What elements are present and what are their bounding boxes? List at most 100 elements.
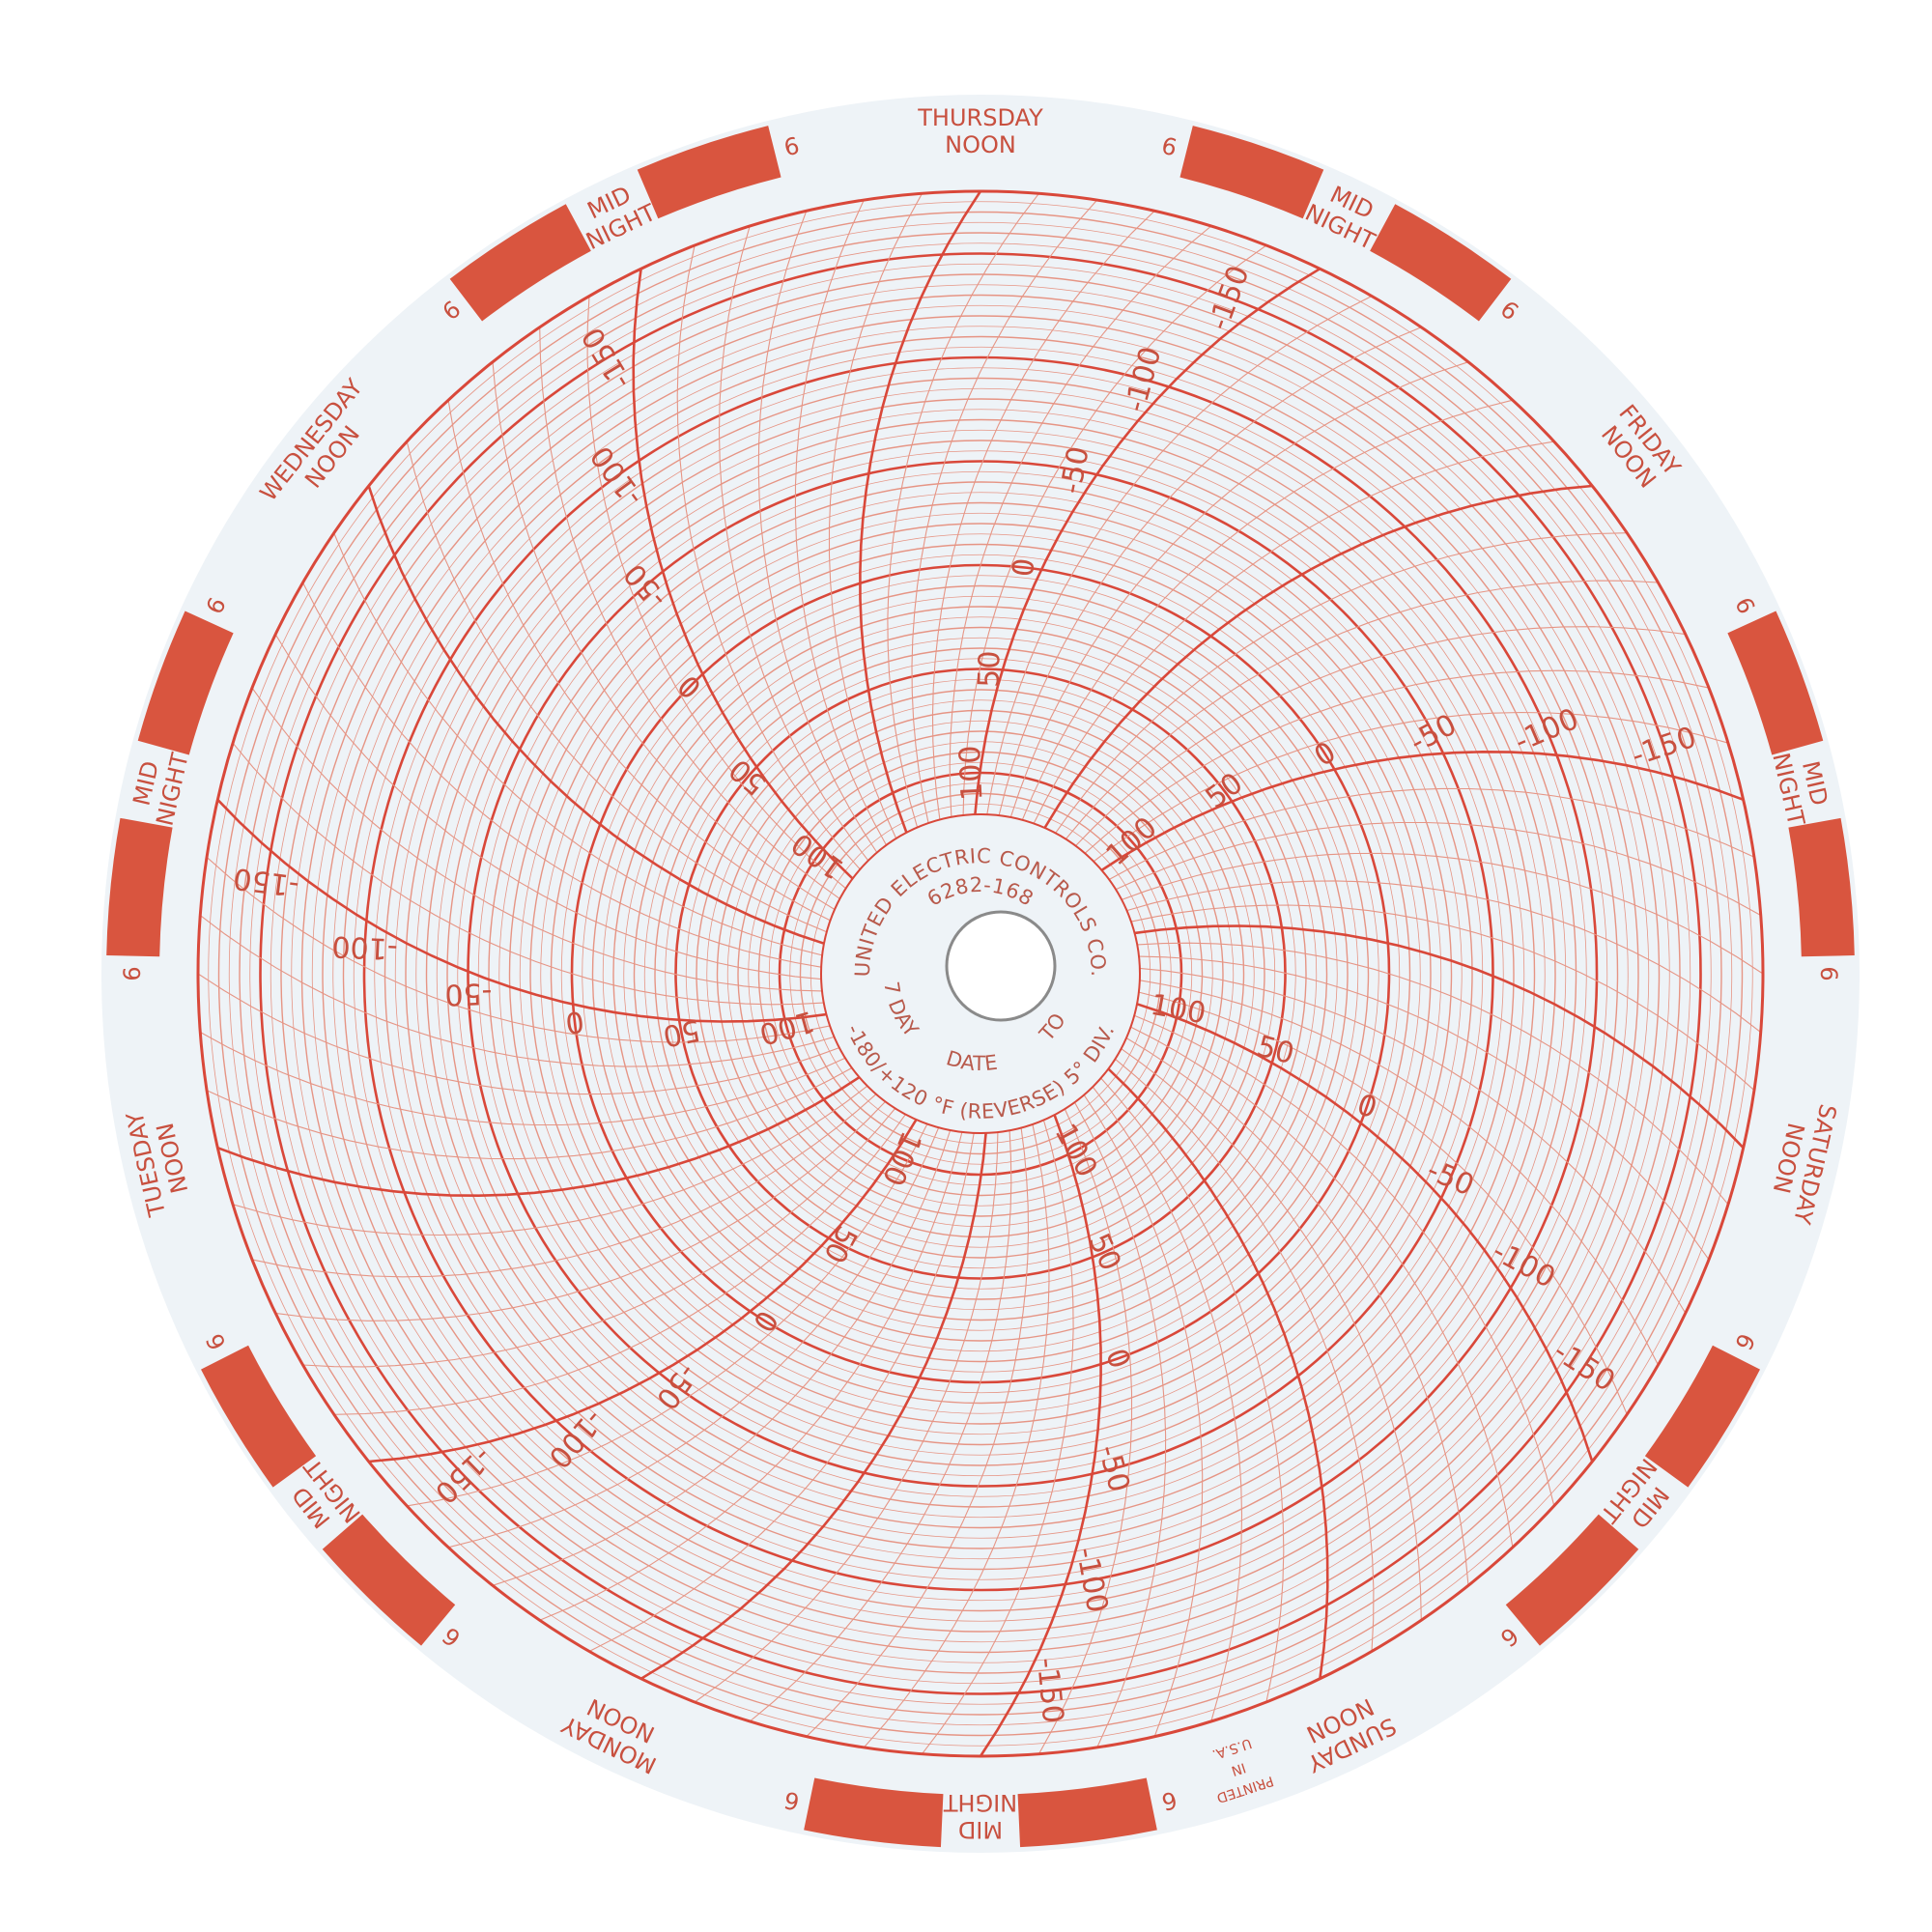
- temperature-ring: [737, 730, 1224, 1217]
- center-hole: [945, 910, 1057, 1022]
- night-band: [449, 204, 591, 322]
- time-line: [863, 1123, 1050, 1748]
- time-line: [1100, 1077, 1285, 1703]
- night-bands: [106, 126, 1855, 1848]
- time-line: [694, 1131, 999, 1703]
- time-line-major: [368, 1119, 918, 1463]
- time-line: [1137, 942, 1729, 1206]
- noon-label-thursday-text: NOON: [945, 131, 1016, 158]
- time-line: [962, 244, 1267, 816]
- six-label-text: 6: [781, 1786, 802, 1816]
- temperature-ring: [394, 387, 1567, 1560]
- six-label: 6: [1159, 132, 1179, 162]
- time-line: [911, 199, 1098, 824]
- temperature-ring: [436, 429, 1525, 1519]
- time-line: [1108, 787, 1755, 880]
- time-line-major: [1107, 1067, 1329, 1679]
- night-band: [1727, 611, 1824, 755]
- scale-label: 100: [953, 745, 990, 802]
- time-line: [251, 1094, 877, 1278]
- temperature-ring: [799, 792, 1162, 1155]
- time-line: [986, 296, 1373, 815]
- temperature-ring: [384, 377, 1577, 1571]
- time-line-major: [1100, 750, 1745, 871]
- temperature-ring: [685, 678, 1276, 1269]
- time-line: [1121, 1048, 1422, 1621]
- time-line-major: [367, 485, 825, 945]
- time-line-major: [979, 1114, 1102, 1757]
- temperature-ring: [259, 252, 1702, 1695]
- time-line: [1092, 1086, 1243, 1722]
- time-line: [406, 440, 828, 933]
- six-label-text: 6: [119, 966, 146, 980]
- six-label: 6: [119, 966, 146, 980]
- time-line: [539, 327, 840, 899]
- temperature-ring: [696, 689, 1265, 1259]
- time-line: [1055, 532, 1628, 834]
- temperature-ring: [748, 741, 1213, 1207]
- temperature-ring: [415, 409, 1546, 1539]
- temperature-ring: [217, 211, 1744, 1737]
- temperature-ring: [342, 335, 1619, 1612]
- time-line: [749, 1130, 1012, 1722]
- temperature-ring: [446, 440, 1515, 1508]
- temperature-ring: [477, 470, 1484, 1477]
- time-line-major: [1043, 484, 1593, 829]
- time-line: [1122, 852, 1764, 975]
- temperature-ring: [519, 512, 1442, 1435]
- night-band: [1788, 817, 1855, 957]
- temperature-ring: [643, 637, 1318, 1311]
- time-line: [407, 1123, 928, 1507]
- temperature-ring: [249, 242, 1712, 1705]
- time-line: [1083, 1094, 1204, 1737]
- time-line: [676, 244, 861, 870]
- time-line: [1074, 1101, 1167, 1748]
- temperature-ring: [612, 606, 1349, 1342]
- temperature-ring: [280, 273, 1681, 1674]
- time-line: [1138, 991, 1628, 1415]
- temperature-ring: [508, 501, 1453, 1446]
- time-line: [492, 1129, 952, 1586]
- temperature-ring: [550, 543, 1411, 1405]
- time-line: [447, 400, 831, 922]
- time-line-major: [639, 1132, 987, 1680]
- time-line-major: [216, 798, 827, 1023]
- time-line: [586, 296, 846, 890]
- time-line: [232, 742, 824, 1006]
- temperature-ring: [300, 294, 1661, 1654]
- temperature-ring: [529, 523, 1432, 1425]
- time-line: [206, 856, 831, 1043]
- temperature-ring: [623, 616, 1338, 1331]
- time-line: [998, 327, 1422, 816]
- night-band: [1179, 126, 1324, 219]
- temperature-ring: [810, 803, 1151, 1145]
- time-line-major: [1136, 1003, 1594, 1463]
- temperature-ring: [633, 626, 1328, 1321]
- night-band: [1644, 1345, 1760, 1488]
- time-line-major: [1134, 924, 1745, 1150]
- night-band: [1017, 1777, 1157, 1848]
- scale-label: -100: [331, 929, 398, 966]
- time-line: [1075, 626, 1686, 846]
- temperature-ring: [757, 751, 1204, 1197]
- temperature-ring: [498, 492, 1463, 1456]
- night-band: [106, 817, 173, 957]
- night-band: [804, 1777, 944, 1848]
- time-line: [333, 1114, 906, 1415]
- time-line: [1065, 580, 1659, 839]
- time-line: [922, 1120, 1074, 1755]
- temperature-ring: [353, 346, 1608, 1602]
- time-line: [1139, 967, 1687, 1314]
- temperature-ring: [706, 699, 1255, 1248]
- time-line: [1139, 980, 1659, 1366]
- time-line: [199, 915, 835, 1067]
- six-label: 6: [1815, 966, 1842, 980]
- temperature-ring: [362, 355, 1599, 1592]
- time-line: [1115, 821, 1761, 916]
- temperature-ring: [270, 263, 1691, 1685]
- scale-label: -150: [1030, 1656, 1069, 1724]
- six-label-text: 6: [1159, 1786, 1179, 1816]
- time-line: [806, 1127, 1030, 1738]
